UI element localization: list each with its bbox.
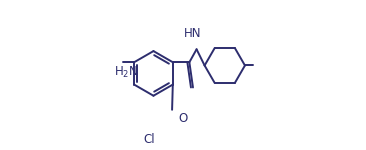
- Text: O: O: [178, 112, 187, 125]
- Text: Cl: Cl: [143, 133, 154, 146]
- Text: H$_2$N: H$_2$N: [114, 65, 138, 80]
- Text: HN: HN: [184, 27, 201, 40]
